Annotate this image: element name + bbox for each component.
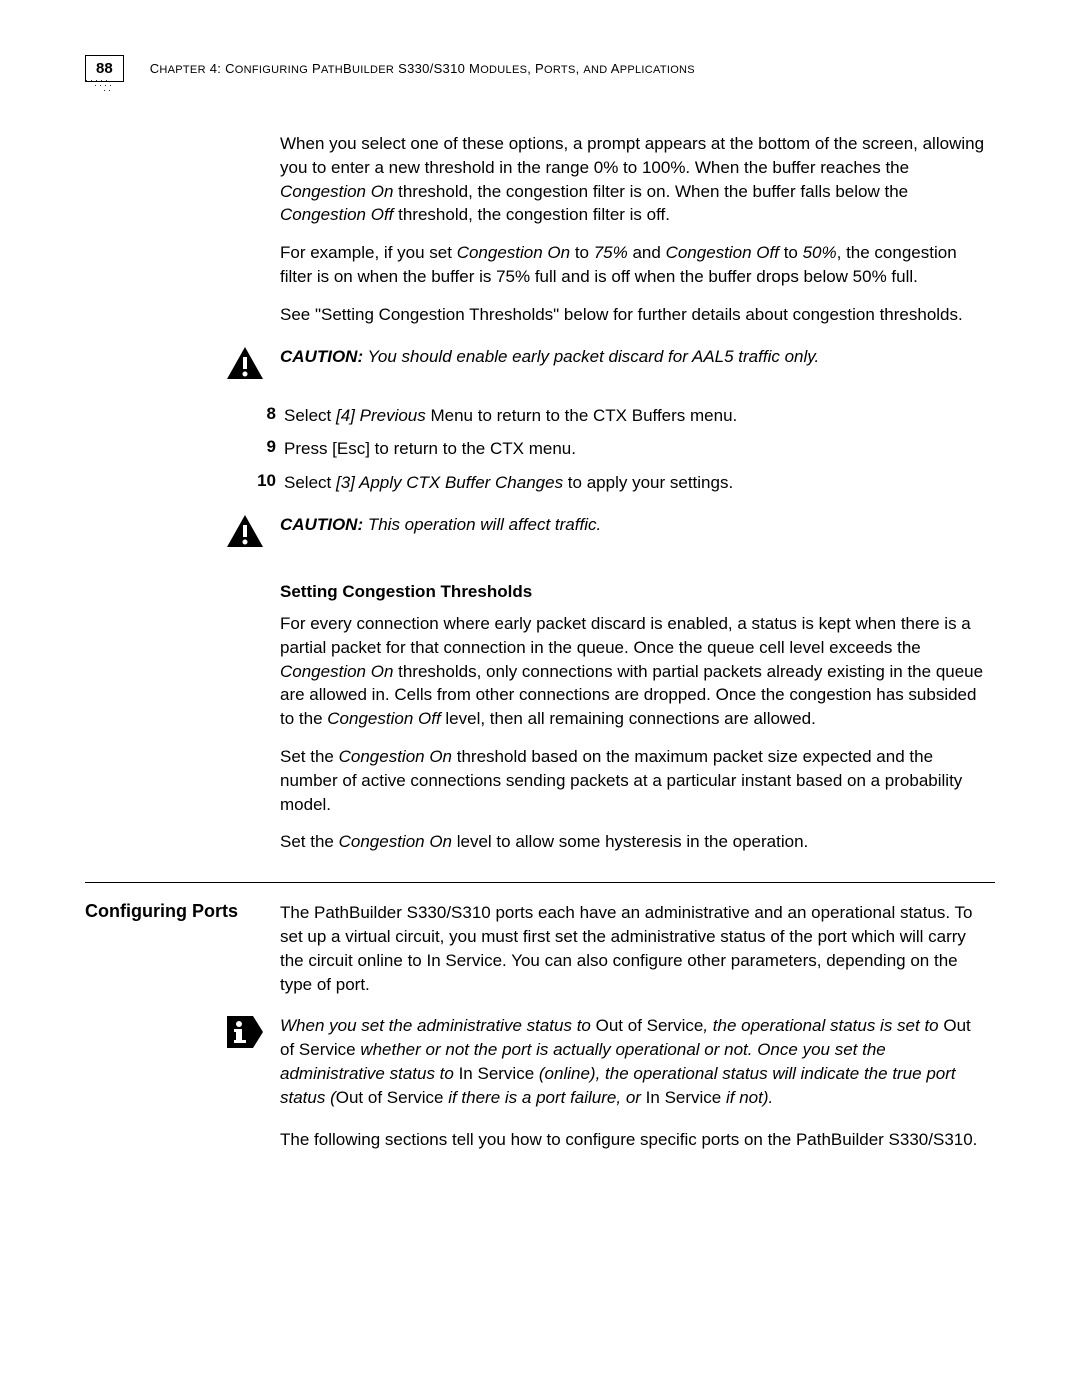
caution-icon — [225, 513, 265, 554]
page-header: 88 CHAPTER 4: CONFIGURING PATHBUILDER S3… — [85, 55, 995, 82]
step-item: 9 Press [Esc] to return to the CTX menu. — [250, 437, 985, 461]
step-number: 8 — [250, 404, 276, 428]
main-content: When you select one of these options, a … — [280, 132, 985, 1165]
step-number: 10 — [250, 471, 276, 495]
section-divider — [85, 882, 995, 883]
section-configuring-ports: Configuring Ports The PathBuilder S330/S… — [85, 901, 985, 1165]
paragraph: Set the Congestion On level to allow som… — [280, 830, 985, 854]
paragraph: When you select one of these options, a … — [280, 132, 985, 227]
step-number: 9 — [250, 437, 276, 461]
caution-text: CAUTION: This operation will affect traf… — [280, 513, 601, 537]
step-text: Press [Esc] to return to the CTX menu. — [284, 437, 576, 461]
header-dots-decoration: ····· ···· ·· — [85, 78, 114, 93]
caution-icon — [225, 345, 265, 386]
paragraph: The PathBuilder S330/S310 ports each hav… — [280, 901, 985, 996]
paragraph: For example, if you set Congestion On to… — [280, 241, 985, 289]
section-body: The PathBuilder S330/S310 ports each hav… — [280, 901, 985, 1165]
paragraph: Set the Congestion On threshold based on… — [280, 745, 985, 816]
paragraph: See "Setting Congestion Thresholds" belo… — [280, 303, 985, 327]
caution-callout: CAUTION: You should enable early packet … — [225, 345, 985, 386]
step-text: Select [3] Apply CTX Buffer Changes to a… — [284, 471, 733, 495]
step-item: 10 Select [3] Apply CTX Buffer Changes t… — [250, 471, 985, 495]
caution-callout: CAUTION: This operation will affect traf… — [225, 513, 985, 554]
step-item: 8 Select [4] Previous Menu to return to … — [250, 404, 985, 428]
caution-text: CAUTION: You should enable early packet … — [280, 345, 819, 369]
step-text: Select [4] Previous Menu to return to th… — [284, 404, 737, 428]
paragraph: For every connection where early packet … — [280, 612, 985, 731]
chapter-title: CHAPTER 4: CONFIGURING PATHBUILDER S330/… — [150, 61, 695, 76]
info-text: When you set the administrative status t… — [280, 1014, 985, 1109]
info-icon — [225, 1014, 265, 1055]
info-callout: When you set the administrative status t… — [225, 1014, 985, 1109]
paragraph: The following sections tell you how to c… — [280, 1128, 985, 1152]
subheading: Setting Congestion Thresholds — [280, 582, 985, 602]
